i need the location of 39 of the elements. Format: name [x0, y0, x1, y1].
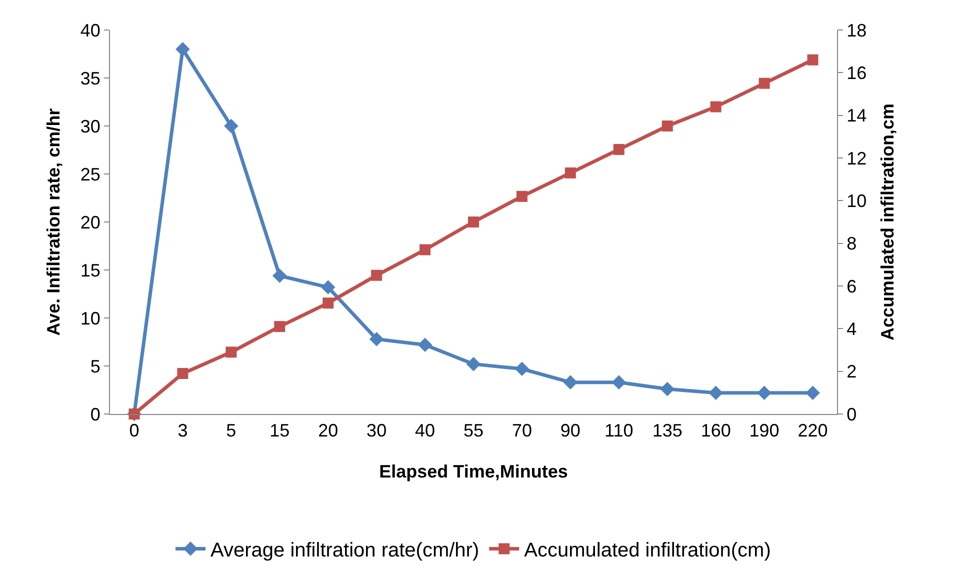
y-tick-label: 0	[90, 404, 100, 424]
y2-tick-label: 8	[846, 234, 857, 254]
x-axis-title: Elapsed Time,Minutes	[379, 462, 568, 482]
y2-tick-label: 16	[846, 62, 867, 83]
x-tick-label: 40	[415, 420, 436, 441]
x-tick-label: 0	[129, 420, 140, 441]
y2-tick-label: 0	[846, 404, 857, 424]
x-tick-label: 15	[270, 420, 290, 441]
x-tick-label: 30	[366, 420, 387, 441]
y-tick-label: 15	[80, 260, 100, 280]
x-tick-label: 5	[226, 420, 236, 441]
x-tick-label: 190	[749, 420, 780, 441]
x-tick-label: 160	[700, 420, 731, 441]
y2-tick-label: 10	[846, 190, 867, 211]
y2-axis-title: Accumulated infiltration,cm	[878, 103, 898, 341]
y2-tick-label: 4	[846, 318, 857, 339]
legend-label: Average infiltration rate(cm/hr)	[210, 540, 480, 562]
x-tick-label: 220	[798, 420, 828, 441]
x-tick-label: 70	[512, 420, 532, 441]
y2-tick-label: 18	[846, 20, 867, 40]
y-tick-label: 40	[80, 20, 100, 40]
x-tick-label: 90	[560, 420, 580, 441]
y-tick-label: 10	[80, 308, 100, 328]
y2-tick-label: 2	[846, 362, 857, 382]
x-tick-label: 135	[652, 420, 682, 441]
y-tick-label: 35	[80, 68, 100, 88]
y-tick-label: 20	[80, 212, 100, 232]
x-tick-label: 3	[178, 420, 188, 441]
x-tick-label: 110	[604, 420, 634, 441]
y-tick-label: 5	[90, 356, 100, 376]
y-tick-label: 30	[80, 116, 100, 136]
y2-tick-label: 14	[846, 106, 867, 126]
y-axis-title: Ave. Infiltration rate, cm/hr	[44, 108, 64, 336]
y2-tick-label: 6	[846, 276, 857, 296]
legend-label: Accumulated infiltration(cm)	[524, 540, 771, 562]
x-tick-label: 20	[318, 420, 338, 441]
y2-tick-label: 12	[846, 148, 867, 168]
y-tick-label: 25	[80, 164, 100, 184]
x-tick-label: 55	[463, 420, 484, 441]
